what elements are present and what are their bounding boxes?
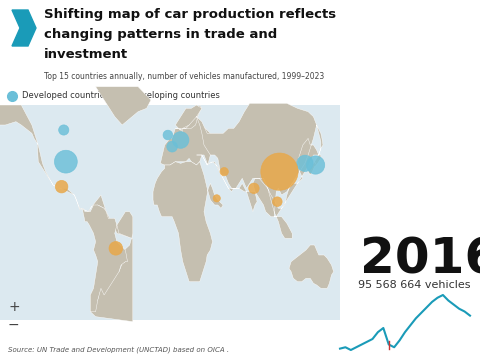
Circle shape	[273, 197, 282, 207]
Circle shape	[109, 242, 122, 255]
Circle shape	[261, 153, 298, 190]
Polygon shape	[289, 245, 334, 288]
FancyBboxPatch shape	[0, 105, 340, 320]
Polygon shape	[308, 155, 321, 172]
Text: +: +	[8, 300, 20, 314]
Circle shape	[172, 132, 189, 148]
Circle shape	[213, 195, 220, 202]
FancyBboxPatch shape	[0, 0, 480, 135]
Circle shape	[249, 183, 259, 194]
Text: investment: investment	[44, 48, 128, 61]
Text: Top 15 countries annually, number of vehicles manufactured, 1999–2023: Top 15 countries annually, number of veh…	[44, 72, 324, 81]
Polygon shape	[153, 162, 223, 282]
Polygon shape	[12, 10, 36, 46]
Circle shape	[167, 141, 178, 152]
Circle shape	[59, 125, 69, 135]
Text: Developed countries: Developed countries	[22, 91, 109, 100]
Polygon shape	[160, 108, 215, 165]
Polygon shape	[308, 162, 317, 175]
Circle shape	[220, 167, 228, 176]
Polygon shape	[96, 87, 151, 125]
Text: Shifting map of car production reflects: Shifting map of car production reflects	[44, 8, 336, 21]
Circle shape	[306, 156, 324, 174]
Text: Source: UN Trade and Development (UNCTAD) based on OICA .: Source: UN Trade and Development (UNCTAD…	[8, 347, 229, 353]
Polygon shape	[0, 105, 133, 322]
Polygon shape	[83, 205, 133, 312]
Polygon shape	[175, 105, 202, 132]
Circle shape	[297, 155, 313, 171]
Text: 95 568 664 vehicles: 95 568 664 vehicles	[358, 280, 470, 290]
Polygon shape	[191, 105, 200, 117]
Text: −: −	[8, 318, 20, 332]
Text: 2016: 2016	[360, 235, 480, 283]
Text: Developing countries: Developing countries	[130, 91, 220, 100]
FancyBboxPatch shape	[0, 335, 480, 360]
Circle shape	[55, 180, 68, 193]
Text: changing patterns in trade and: changing patterns in trade and	[44, 28, 277, 41]
Circle shape	[54, 150, 77, 173]
Circle shape	[163, 130, 173, 140]
Polygon shape	[175, 103, 323, 238]
